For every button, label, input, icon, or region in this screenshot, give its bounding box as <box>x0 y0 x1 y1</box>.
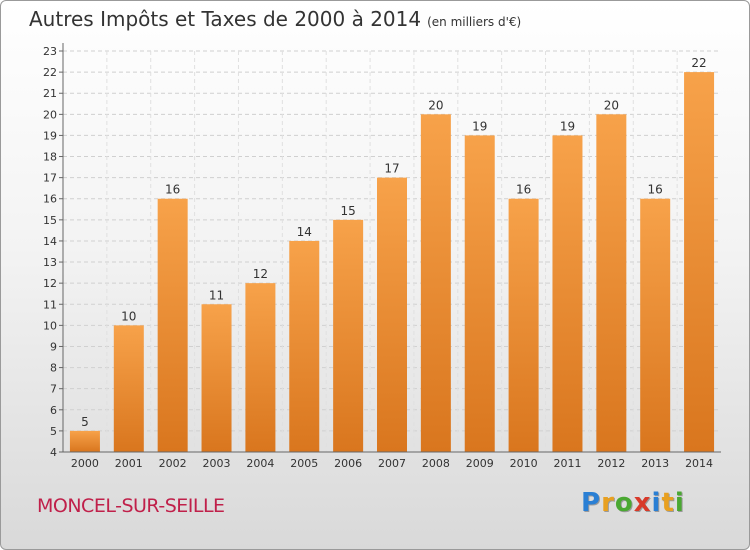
y-tick-label: 16 <box>43 193 57 206</box>
y-tick-label: 5 <box>50 425 57 438</box>
logo-letter: i <box>651 488 662 518</box>
y-tick-label: 21 <box>43 87 57 100</box>
chart-title-text: Autres Impôts et Taxes de 2000 à 2014 <box>29 7 422 31</box>
bar-value-label: 14 <box>297 225 312 239</box>
bar-chart: 4 5 6 7 8 9 10 11 12 13 14 15 16 17 18 19 20 21 22 23 5 10 16… <box>43 43 721 470</box>
bar-2003 <box>201 304 232 452</box>
logo-letter: P <box>581 488 602 518</box>
y-tick-label: 20 <box>43 108 57 121</box>
bar-value-label: 5 <box>81 415 89 429</box>
logo-letter: r <box>601 488 615 518</box>
y-tick-label: 22 <box>43 66 57 79</box>
bar-2001 <box>113 325 144 452</box>
logo-letter: t <box>661 488 675 518</box>
chart-title: Autres Impôts et Taxes de 2000 à 2014 (en… <box>29 7 521 31</box>
logo-letter: x <box>633 488 652 518</box>
y-tick-label: 11 <box>43 298 57 311</box>
bar-2011 <box>552 135 583 452</box>
bar-2008 <box>420 114 451 452</box>
x-tick-label: 2002 <box>159 457 187 470</box>
x-tick-label: 2012 <box>597 457 625 470</box>
bar-value-label: 19 <box>472 119 487 133</box>
bar-value-label: 15 <box>340 204 355 218</box>
bar-value-label: 19 <box>560 119 575 133</box>
logo-letter: i <box>674 488 685 518</box>
bars: 5 10 16 11 12 14 15 17 20 19 16 19 20 16 22 <box>69 56 715 453</box>
bar-value-label: 17 <box>384 162 399 176</box>
bar-value-label: 20 <box>604 98 619 112</box>
x-tick-label: 2013 <box>641 457 669 470</box>
bar-2005 <box>289 240 320 452</box>
y-tick-label: 8 <box>50 362 57 375</box>
bar-value-label: 12 <box>253 267 268 281</box>
y-tick-label: 15 <box>43 214 57 227</box>
commune-name: MONCEL-SUR-SEILLE <box>37 495 225 517</box>
bar-2013 <box>640 198 671 452</box>
x-tick-label: 2008 <box>422 457 450 470</box>
x-tick-label: 2000 <box>71 457 99 470</box>
x-tick-label: 2001 <box>115 457 143 470</box>
proxiti-logo[interactable]: Proxiti <box>581 488 685 518</box>
y-tick-label: 12 <box>43 277 57 290</box>
x-tick-label: 2004 <box>246 457 274 470</box>
bar-2004 <box>245 283 276 452</box>
y-tick-label: 9 <box>50 340 57 353</box>
bar-value-label: 16 <box>516 183 531 197</box>
y-tick-label: 14 <box>43 235 57 248</box>
chart-subtitle: (en milliers d'€) <box>427 15 522 29</box>
x-axis: 2000 2001 2002 2003 2004 2005 2006 2007 2008 2009… <box>63 451 721 470</box>
bar-value-label: 20 <box>428 98 443 112</box>
bar-2010 <box>508 198 539 452</box>
y-tick-label: 6 <box>50 404 57 417</box>
y-tick-label: 19 <box>43 129 57 142</box>
y-tick-label: 23 <box>43 45 57 58</box>
x-tick-label: 2009 <box>466 457 494 470</box>
bar-value-label: 16 <box>165 183 180 197</box>
x-tick-label: 2006 <box>334 457 362 470</box>
bar-2014 <box>684 72 715 453</box>
y-axis: 4 5 6 7 8 9 10 11 12 13 14 15 16 17 18 19 20 21 22 23 <box>43 43 64 459</box>
logo-letter: o <box>614 488 634 518</box>
x-tick-label: 2007 <box>378 457 406 470</box>
x-tick-label: 2005 <box>290 457 318 470</box>
bar-2009 <box>464 135 495 452</box>
x-tick-label: 2003 <box>203 457 231 470</box>
bar-2002 <box>157 198 188 452</box>
bar-2000 <box>69 430 100 452</box>
x-tick-label: 2014 <box>685 457 713 470</box>
bar-value-label: 16 <box>648 183 663 197</box>
y-tick-label: 18 <box>43 151 57 164</box>
y-tick-label: 4 <box>50 446 57 459</box>
bar-2006 <box>333 219 364 452</box>
bar-2007 <box>377 177 407 452</box>
x-tick-label: 2011 <box>553 457 581 470</box>
bar-value-label: 10 <box>121 309 136 323</box>
bar-value-label: 22 <box>691 56 706 70</box>
bar-2012 <box>596 114 627 452</box>
x-tick-label: 2010 <box>510 457 538 470</box>
y-tick-label: 7 <box>50 383 57 396</box>
y-tick-label: 17 <box>43 172 57 185</box>
y-tick-label: 13 <box>43 256 57 269</box>
bar-value-label: 11 <box>209 288 224 302</box>
y-tick-label: 10 <box>43 319 57 332</box>
